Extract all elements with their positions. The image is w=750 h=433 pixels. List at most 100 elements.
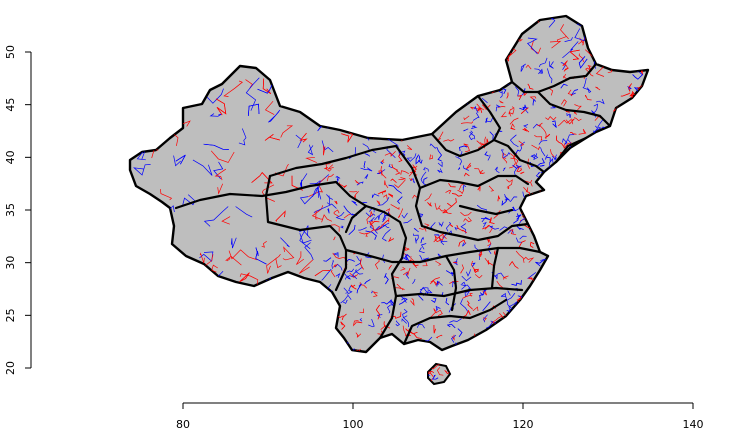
- boundary-line: [294, 58, 306, 71]
- boundary-line: [537, 146, 541, 151]
- boundary-line: [538, 140, 548, 145]
- boundary-line: [343, 205, 358, 216]
- boundary-line: [375, 304, 381, 320]
- boundary-line: [592, 355, 600, 369]
- boundary-line: [645, 16, 648, 25]
- boundary-line: [383, 194, 388, 200]
- boundary-line: [167, 326, 189, 340]
- boundary-line: [427, 27, 438, 47]
- boundary-line: [321, 140, 334, 153]
- boundary-line: [156, 74, 165, 87]
- boundary-line: [307, 16, 318, 21]
- boundary-line: [327, 54, 339, 67]
- boundary-line: [451, 334, 457, 343]
- boundary-line: [374, 224, 386, 231]
- boundary-line: [549, 282, 555, 285]
- boundary-line: [543, 194, 552, 206]
- boundary-line: [397, 208, 404, 219]
- boundary-line: [482, 221, 487, 228]
- boundary-line: [460, 211, 472, 216]
- boundary-line: [594, 364, 600, 370]
- boundary-line: [557, 356, 560, 363]
- boundary-line: [460, 281, 467, 287]
- boundary-line: [299, 186, 319, 205]
- boundary-line: [497, 272, 504, 278]
- boundary-line: [519, 235, 527, 240]
- boundary-line: [552, 120, 557, 128]
- boundary-line: [635, 16, 648, 26]
- boundary-line: [130, 20, 138, 29]
- boundary-line: [587, 229, 593, 236]
- boundary-line: [435, 309, 443, 317]
- boundary-line: [401, 150, 406, 158]
- boundary-line: [559, 319, 565, 327]
- boundary-line: [418, 18, 429, 32]
- boundary-line: [516, 322, 522, 328]
- boundary-line: [598, 187, 604, 194]
- boundary-line: [532, 331, 539, 340]
- boundary-line: [227, 299, 231, 310]
- boundary-line: [634, 192, 638, 198]
- boundary-line: [381, 159, 385, 163]
- boundary-line: [338, 182, 348, 188]
- boundary-line: [331, 56, 348, 68]
- boundary-line: [627, 328, 633, 331]
- y-tick-label: 45: [4, 98, 17, 112]
- boundary-line: [237, 335, 245, 338]
- boundary-line: [459, 355, 464, 364]
- boundary-line: [130, 364, 146, 384]
- boundary-line: [600, 154, 603, 164]
- boundary-line: [327, 26, 350, 40]
- boundary-line: [594, 364, 600, 370]
- boundary-line: [431, 298, 437, 303]
- boundary-line: [155, 251, 172, 261]
- boundary-line: [381, 229, 391, 242]
- boundary-line: [388, 193, 394, 198]
- boundary-line: [415, 237, 417, 244]
- boundary-line: [514, 364, 521, 371]
- boundary-line: [434, 202, 441, 210]
- boundary-line: [164, 78, 179, 89]
- boundary-line: [620, 92, 631, 97]
- boundary-line: [454, 226, 459, 231]
- boundary-line: [558, 338, 564, 349]
- boundary-line: [522, 318, 526, 328]
- boundary-line: [552, 318, 555, 324]
- boundary-line: [397, 386, 406, 401]
- boundary-line: [191, 277, 195, 284]
- boundary-line: [130, 274, 137, 282]
- boundary-line: [587, 346, 595, 352]
- boundary-line: [449, 280, 459, 285]
- boundary-line: [542, 367, 546, 374]
- boundary-line: [633, 170, 640, 177]
- boundary-line: [342, 368, 348, 380]
- boundary-line: [474, 168, 485, 175]
- boundary-line: [275, 210, 286, 222]
- boundary-line: [492, 335, 500, 343]
- boundary-line: [489, 217, 495, 225]
- boundary-line: [633, 266, 641, 273]
- boundary-line: [358, 95, 380, 114]
- boundary-line: [535, 259, 545, 267]
- boundary-line: [498, 106, 506, 108]
- boundary-line: [627, 116, 635, 127]
- boundary-line: [268, 109, 281, 123]
- boundary-line: [476, 140, 484, 145]
- boundary-line: [607, 350, 613, 356]
- boundary-line: [407, 65, 414, 71]
- y-tick-label: 20: [4, 361, 17, 375]
- boundary-line: [583, 231, 589, 237]
- boundary-line: [326, 202, 337, 209]
- boundary-line: [223, 80, 243, 97]
- boundary-line: [530, 154, 536, 158]
- boundary-line: [458, 382, 465, 384]
- boundary-line: [396, 360, 405, 372]
- boundary-line: [415, 154, 421, 165]
- boundary-line: [364, 174, 369, 180]
- boundary-line: [333, 363, 338, 368]
- boundary-line: [570, 89, 579, 96]
- boundary-line: [482, 351, 491, 362]
- boundary-line: [359, 282, 368, 289]
- x-axis: 80 100 120 140: [176, 402, 704, 431]
- boundary-line: [542, 367, 546, 374]
